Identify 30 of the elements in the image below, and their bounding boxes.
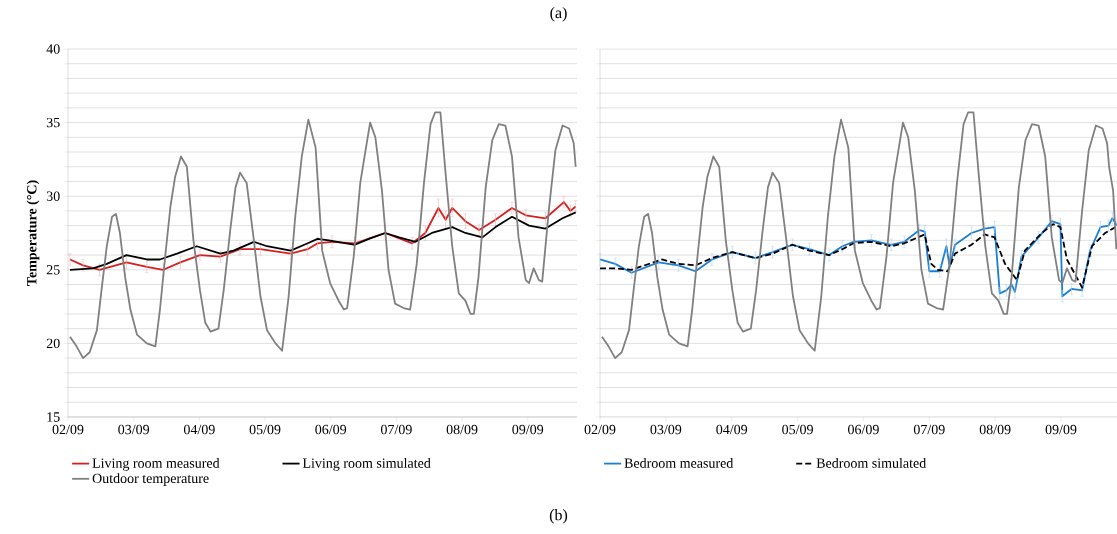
x-tick-label: 05/09 (249, 424, 281, 435)
y-tick-label: 20 (46, 338, 60, 349)
x-tick-label: 02/09 (584, 424, 616, 435)
x-tick-label: 09/09 (512, 424, 544, 435)
y-tick-label: 40 (46, 44, 60, 54)
text: (b) (549, 509, 568, 524)
x-tick-label: 05/09 (782, 424, 813, 435)
x-tick-label: 03/09 (118, 424, 150, 435)
y-tick-label: 30 (46, 191, 60, 201)
x-tick-label: 02/09 (52, 424, 84, 435)
legend-label: Outdoor temperature (92, 473, 209, 486)
legend-label: Bedroom measured (624, 457, 734, 468)
x-tick-label: 04/09 (716, 424, 748, 435)
x-tick-label: 08/09 (979, 424, 1011, 435)
legend-label: Living room simulated (302, 457, 431, 471)
legend-label: Bedroom simulated (816, 457, 927, 468)
y-axis-title: Temperature (°C) (26, 180, 40, 286)
x-tick-label: 08/09 (446, 424, 478, 435)
x-tick-label: 09/09 (1045, 424, 1077, 435)
x-tick-label: 03/09 (650, 424, 682, 435)
x-tick-label: 07/09 (913, 424, 945, 435)
y-tick-label: 15 (47, 412, 60, 422)
y-tick-label: 35 (46, 117, 60, 128)
x-tick-label: 06/09 (315, 424, 347, 435)
legend-label: Living room measured (92, 457, 220, 471)
chart-title: (a) (550, 6, 567, 22)
x-tick-label: 04/09 (183, 424, 215, 435)
y-tick-label: 25 (46, 265, 60, 275)
x-tick-label: 06/09 (848, 424, 879, 435)
x-tick-label: 07/09 (380, 424, 412, 435)
